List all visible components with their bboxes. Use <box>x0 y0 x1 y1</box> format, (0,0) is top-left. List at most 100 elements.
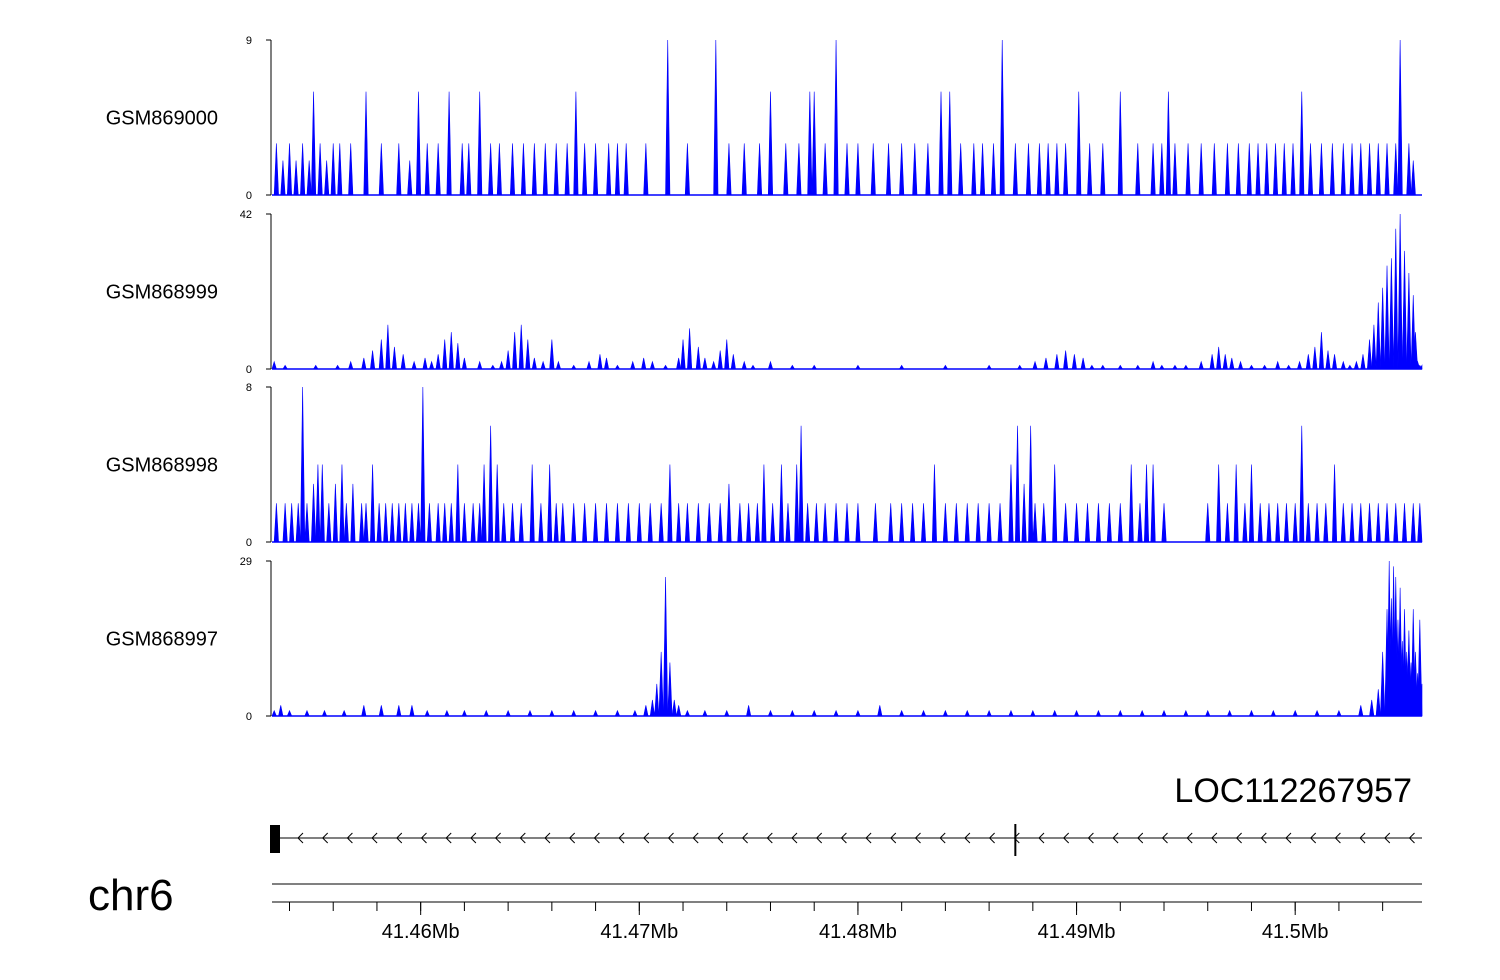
coverage-peak <box>592 709 599 717</box>
coverage-peak <box>1137 503 1143 543</box>
strand-arrow <box>1285 832 1292 844</box>
track-GSM869000: GSM869000 9 0 <box>106 35 1422 202</box>
strand-arrow <box>1087 832 1094 844</box>
coverage-peak <box>542 143 548 196</box>
coverage-peak <box>757 143 763 196</box>
coverage-peak <box>461 503 467 543</box>
coverage-peak <box>726 483 732 543</box>
axis-tick-label: 41.47Mb <box>600 921 678 943</box>
coverage-peak <box>1224 143 1230 196</box>
coverage-peak <box>324 160 330 196</box>
coverage-peak <box>1036 143 1042 196</box>
coverage-peak <box>1375 689 1381 717</box>
coverage-peak <box>1117 503 1123 543</box>
coverage-peak <box>304 503 310 543</box>
coverage-peak <box>1233 464 1239 543</box>
coverage-peak <box>767 709 774 717</box>
coverage-peak <box>337 143 343 196</box>
coverage-peak <box>805 503 811 543</box>
coverage-peak <box>571 503 577 543</box>
coverage-peak <box>1290 143 1296 196</box>
coverage-peak <box>833 39 839 196</box>
coverage-peak <box>1292 709 1298 717</box>
coverage-peak <box>899 503 905 543</box>
coverage-peak <box>1380 287 1386 370</box>
coverage-peak <box>1161 503 1167 543</box>
coverage-peak <box>477 503 483 543</box>
coverage-peak <box>1095 709 1102 717</box>
coverage-peak <box>724 709 730 717</box>
strand-arrow <box>667 832 674 844</box>
coverage-peak <box>1165 91 1171 196</box>
coverage-peak <box>420 386 426 543</box>
gene-name-label: LOC112267957 <box>1174 772 1412 810</box>
track-GSM868999: GSM868999 42 0 <box>106 209 1423 376</box>
coverage-peak <box>1106 503 1112 543</box>
coverage-peak <box>286 709 293 717</box>
coverage-peak <box>663 577 669 717</box>
coverage-peak <box>1358 143 1364 196</box>
coverage-peak <box>1349 503 1355 543</box>
coverage-peak <box>295 503 301 543</box>
coverage-peak <box>1397 213 1403 370</box>
coverage-peak <box>767 360 774 370</box>
coverage-peak <box>359 503 365 543</box>
coverage-peak <box>986 709 992 717</box>
coverage-peak <box>350 483 356 543</box>
coverage-peak <box>1281 143 1287 196</box>
coverage-peak <box>1314 709 1320 717</box>
coverage-peak <box>822 143 828 196</box>
strand-arrow <box>1137 832 1144 844</box>
coverage-peak <box>1235 143 1241 196</box>
coverage-peak <box>717 503 723 543</box>
coverage-peak <box>667 464 673 543</box>
coverage-peak <box>549 339 555 370</box>
coverage-peak <box>1144 464 1150 543</box>
coverage-peak <box>1052 464 1058 543</box>
coverage-peak <box>1388 258 1394 370</box>
track-label: GSM869000 <box>106 108 218 130</box>
coverage-peak <box>1266 503 1272 543</box>
strand-arrow <box>1013 832 1020 844</box>
coverage-peak <box>363 503 369 543</box>
coverage-peak <box>488 425 494 543</box>
y-max-label: 8 <box>246 382 252 394</box>
coverage-peak <box>518 503 524 543</box>
coverage-peak <box>1393 228 1399 370</box>
coverage-peak <box>1117 91 1123 196</box>
y-max-label: 9 <box>246 35 252 47</box>
strand-arrow <box>717 832 724 844</box>
coverage-peak <box>1305 503 1311 543</box>
coverage-peak <box>1248 464 1254 543</box>
coverage-peak <box>1406 143 1412 196</box>
coverage-peak <box>271 709 277 717</box>
coverage-peak <box>680 339 686 370</box>
coverage-peak <box>293 160 299 196</box>
coverage-peak <box>658 651 664 717</box>
coverage-peak <box>282 503 288 543</box>
coverage-peak <box>855 503 861 543</box>
coverage-peak <box>1375 503 1381 543</box>
coverage-peak <box>789 709 796 717</box>
coverage-peak <box>872 503 878 543</box>
coverage-peak <box>409 503 415 543</box>
coverage-peak <box>636 503 642 543</box>
coverage-peak <box>833 503 839 543</box>
coverage-peak <box>630 360 636 370</box>
coverage-peak <box>770 503 776 543</box>
coverage-peak <box>603 357 610 370</box>
coverage-peak <box>603 503 610 543</box>
coverage-peak <box>1360 354 1366 370</box>
coverage-peak <box>512 332 518 370</box>
coverage-peak <box>1401 250 1408 370</box>
coverage-peak <box>1084 503 1091 543</box>
coverage-peak <box>409 705 415 717</box>
coverage-peak <box>761 464 767 543</box>
coverage-peak <box>1095 503 1101 543</box>
strand-arrow <box>1112 832 1119 844</box>
coverage-peak <box>807 91 813 196</box>
strand-arrow <box>988 832 995 844</box>
coverage-peak <box>1340 503 1346 543</box>
coverage-peak <box>623 143 629 196</box>
